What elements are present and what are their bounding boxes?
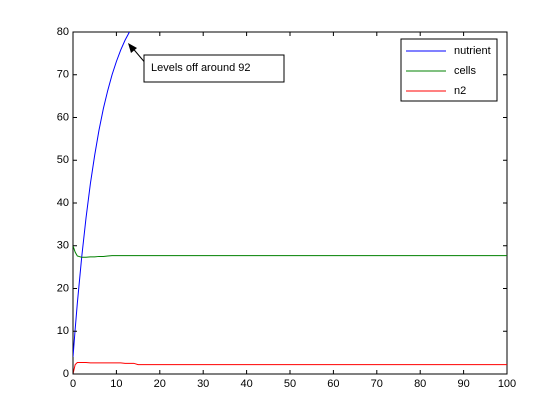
legend-label: n2 xyxy=(454,85,466,97)
y-tick-label: 10 xyxy=(57,325,69,337)
legend-label: nutrient xyxy=(454,45,491,57)
y-tick-label: 70 xyxy=(57,69,69,81)
series-line xyxy=(73,32,130,357)
annotation-arrowhead xyxy=(128,43,137,53)
y-tick-label: 80 xyxy=(57,26,69,38)
x-tick-label: 80 xyxy=(414,378,426,390)
y-tick-label: 50 xyxy=(57,154,69,166)
x-tick-label: 0 xyxy=(70,378,76,390)
annotation-text: Levels off around 92 xyxy=(151,62,250,74)
y-tick-label: 40 xyxy=(57,197,69,209)
x-tick-label: 20 xyxy=(154,378,166,390)
series-line xyxy=(73,361,507,374)
x-tick-label: 70 xyxy=(371,378,383,390)
x-tick-label: 50 xyxy=(284,378,296,390)
x-tick-label: 10 xyxy=(110,378,122,390)
legend-label: cells xyxy=(454,65,477,77)
x-tick-label: 30 xyxy=(197,378,209,390)
y-tick-label: 20 xyxy=(57,282,69,294)
x-tick-label: 100 xyxy=(498,378,516,390)
y-tick-label: 30 xyxy=(57,240,69,252)
legend: nutrient cells n2 xyxy=(406,45,491,97)
series-group xyxy=(73,32,507,374)
y-tick-label: 60 xyxy=(57,111,69,123)
x-tick-label: 60 xyxy=(327,378,339,390)
annotation-box xyxy=(143,54,285,83)
y-tick-label: 0 xyxy=(63,368,69,380)
series-line xyxy=(73,245,507,258)
x-tick-label: 90 xyxy=(457,378,469,390)
annotation: Levels off around 92 xyxy=(128,43,285,83)
x-tick-label: 40 xyxy=(240,378,252,390)
